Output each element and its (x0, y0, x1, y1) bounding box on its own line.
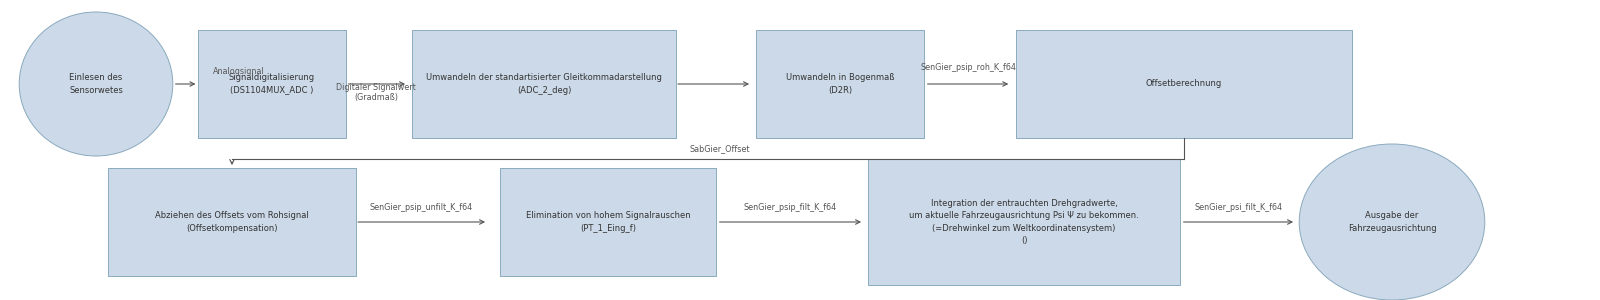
FancyBboxPatch shape (107, 168, 355, 276)
FancyBboxPatch shape (867, 159, 1181, 285)
Ellipse shape (1299, 144, 1485, 300)
FancyBboxPatch shape (198, 30, 346, 138)
Text: Analogsignal: Analogsignal (213, 68, 264, 76)
FancyBboxPatch shape (757, 30, 925, 138)
Text: Umwandeln in Bogenmaß
(D2R): Umwandeln in Bogenmaß (D2R) (786, 74, 894, 94)
Text: Abziehen des Offsets vom Rohsignal
(Offsetkompensation): Abziehen des Offsets vom Rohsignal (Offs… (155, 212, 309, 233)
Text: Signaldigitalisierung
(DS1104MUX_ADC ): Signaldigitalisierung (DS1104MUX_ADC ) (229, 74, 315, 94)
Text: SenGier_psip_unfilt_K_f64: SenGier_psip_unfilt_K_f64 (370, 202, 472, 211)
FancyBboxPatch shape (413, 30, 675, 138)
Text: SabGier_Offset: SabGier_Offset (690, 145, 750, 154)
Text: Ausgabe der
Fahrzeugausrichtung: Ausgabe der Fahrzeugausrichtung (1347, 212, 1437, 233)
FancyBboxPatch shape (1016, 30, 1352, 138)
Text: Offsetberechnung: Offsetberechnung (1146, 80, 1222, 88)
Text: Integration der entrauchten Drehgradwerte,
um aktuelle Fahrzeugausrichtung Psi Ψ: Integration der entrauchten Drehgradwert… (909, 199, 1139, 245)
Text: Digitaler Signalwert: Digitaler Signalwert (336, 82, 416, 91)
FancyBboxPatch shape (499, 168, 717, 276)
Text: SenGier_psip_filt_K_f64: SenGier_psip_filt_K_f64 (744, 202, 837, 211)
Text: Umwandeln der standartisierter Gleitkommadarstellung
(ADC_2_deg): Umwandeln der standartisierter Gleitkomm… (426, 74, 662, 94)
Ellipse shape (19, 12, 173, 156)
Text: Elimination von hohem Signalrauschen
(PT_1_Eing_f): Elimination von hohem Signalrauschen (PT… (526, 212, 690, 233)
Text: (Gradmaß): (Gradmaß) (354, 93, 398, 102)
Text: SenGier_psip_roh_K_f64: SenGier_psip_roh_K_f64 (920, 63, 1016, 72)
Text: Einlesen des
Sensorwetes: Einlesen des Sensorwetes (69, 74, 123, 94)
Text: SenGier_psi_filt_K_f64: SenGier_psi_filt_K_f64 (1194, 202, 1283, 211)
